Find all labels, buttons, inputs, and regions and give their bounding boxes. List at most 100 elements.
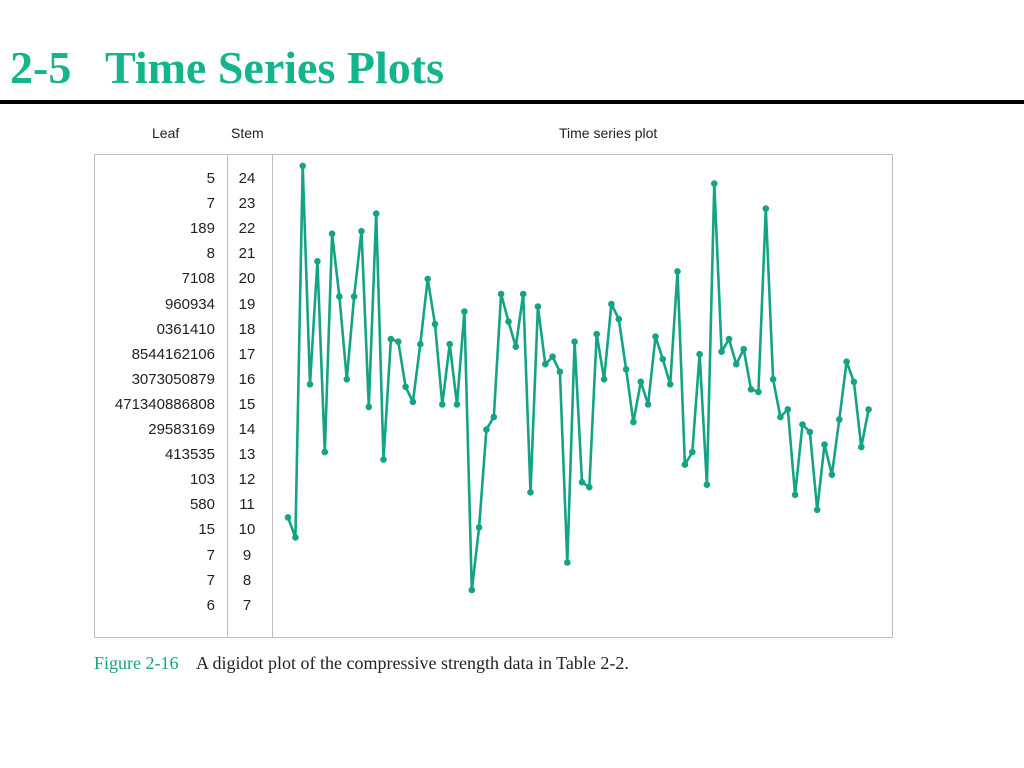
leaf-row: 7 bbox=[206, 195, 215, 213]
data-point bbox=[652, 333, 659, 340]
data-point bbox=[600, 376, 608, 383]
leaf-row: 3073050879 bbox=[131, 370, 215, 388]
data-point bbox=[791, 491, 799, 499]
data-point bbox=[747, 386, 755, 393]
data-point bbox=[564, 559, 571, 566]
stem-label: 7 bbox=[242, 596, 252, 614]
data-point bbox=[519, 290, 527, 298]
data-point bbox=[711, 180, 718, 187]
data-point bbox=[365, 403, 373, 411]
data-point bbox=[769, 376, 777, 383]
data-point bbox=[328, 230, 336, 237]
data-point bbox=[446, 340, 453, 348]
data-point bbox=[372, 210, 380, 217]
data-point bbox=[806, 428, 814, 436]
leaf-row: 8544162106 bbox=[131, 345, 215, 363]
stem-label: 23 bbox=[238, 195, 256, 213]
data-point bbox=[461, 308, 468, 315]
data-point bbox=[777, 413, 784, 421]
data-point bbox=[821, 441, 828, 448]
data-point bbox=[402, 383, 409, 391]
data-point bbox=[483, 426, 490, 433]
data-point bbox=[644, 401, 652, 408]
data-point bbox=[358, 227, 365, 235]
data-point bbox=[380, 456, 387, 463]
stem-label: 16 bbox=[238, 370, 256, 388]
data-point bbox=[350, 293, 358, 300]
data-point bbox=[284, 514, 292, 521]
slide-title: 2-5 Time Series Plots bbox=[10, 42, 444, 93]
leaf-row: 5 bbox=[206, 170, 215, 187]
leaf-row: 6 bbox=[206, 596, 215, 614]
leaf-stem-divider bbox=[227, 154, 228, 638]
data-point bbox=[858, 443, 865, 451]
series-points bbox=[284, 162, 872, 594]
data-point bbox=[755, 388, 762, 396]
data-point bbox=[659, 355, 667, 363]
data-point bbox=[431, 320, 439, 328]
data-point bbox=[439, 401, 446, 408]
title-rule bbox=[0, 100, 1024, 104]
data-point bbox=[703, 481, 711, 489]
data-point bbox=[527, 489, 534, 496]
data-point bbox=[696, 350, 703, 358]
data-point bbox=[343, 376, 351, 383]
data-point bbox=[292, 534, 299, 541]
data-point bbox=[490, 413, 498, 421]
data-point bbox=[666, 381, 674, 388]
plot-header: Time series plot bbox=[559, 125, 658, 141]
stem-label: 15 bbox=[238, 395, 256, 413]
time-series-plot bbox=[284, 162, 872, 594]
stem-label: 24 bbox=[238, 170, 256, 187]
leaf-row: 7 bbox=[206, 571, 215, 589]
data-point bbox=[689, 448, 696, 456]
data-point bbox=[314, 258, 321, 265]
data-point bbox=[475, 524, 483, 531]
stem-label: 8 bbox=[242, 571, 252, 589]
data-point bbox=[387, 335, 395, 343]
data-point bbox=[586, 483, 593, 491]
data-point bbox=[608, 300, 615, 308]
data-point bbox=[542, 360, 549, 368]
data-point bbox=[453, 401, 461, 408]
caption-text: A digidot plot of the compressive streng… bbox=[196, 653, 629, 673]
data-point bbox=[299, 162, 306, 170]
data-point bbox=[336, 293, 343, 300]
stem-label: 21 bbox=[238, 245, 256, 263]
data-point bbox=[813, 506, 821, 514]
data-point bbox=[615, 315, 623, 323]
leaf-row: 960934 bbox=[164, 295, 215, 313]
data-point bbox=[843, 358, 850, 365]
leaf-row: 413535 bbox=[164, 446, 215, 464]
stem-label: 19 bbox=[238, 295, 256, 313]
stem-label: 11 bbox=[239, 496, 255, 514]
data-point bbox=[306, 381, 314, 388]
leaf-row: 580 bbox=[189, 496, 215, 514]
data-point bbox=[740, 345, 747, 353]
stem-label: 9 bbox=[242, 546, 252, 564]
data-point bbox=[549, 353, 556, 360]
data-point bbox=[850, 378, 858, 386]
data-point bbox=[674, 268, 681, 275]
leaf-row: 189 bbox=[189, 220, 215, 238]
data-point bbox=[637, 378, 645, 386]
data-point bbox=[725, 335, 733, 343]
data-point bbox=[865, 406, 872, 413]
stem-label: 12 bbox=[238, 471, 256, 489]
stem-label: 17 bbox=[238, 345, 256, 363]
stem-label: 13 bbox=[238, 446, 256, 464]
data-point bbox=[417, 340, 424, 348]
data-point bbox=[718, 348, 725, 355]
data-point bbox=[828, 471, 836, 479]
series-line bbox=[286, 164, 870, 592]
data-point bbox=[534, 303, 542, 310]
leaf-row: 8 bbox=[206, 245, 215, 263]
stem-label: 22 bbox=[238, 220, 256, 238]
data-point bbox=[733, 360, 740, 368]
leaf-row: 0361410 bbox=[156, 320, 215, 338]
leaf-row: 15 bbox=[198, 521, 215, 539]
leaf-row: 7 bbox=[206, 546, 215, 564]
figure-frame bbox=[94, 154, 893, 638]
data-point bbox=[799, 421, 806, 428]
data-point bbox=[762, 205, 770, 212]
